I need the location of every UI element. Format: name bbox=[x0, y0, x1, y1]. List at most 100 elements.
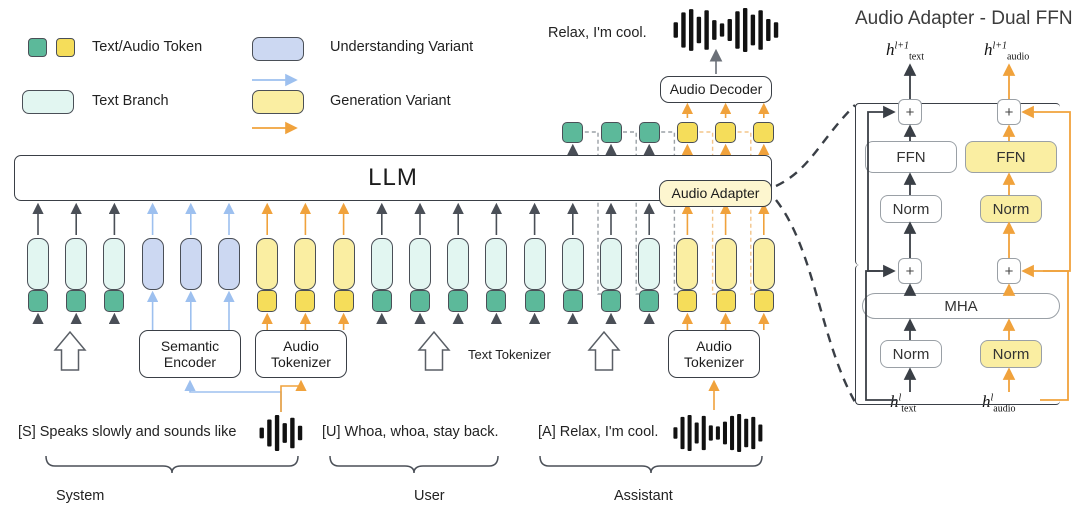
audio-adapter-box[interactable]: Audio Adapter bbox=[659, 180, 772, 207]
input-token-green bbox=[486, 290, 507, 312]
input-token-green bbox=[410, 290, 430, 312]
input-token-green bbox=[524, 290, 545, 312]
branch-pill-text bbox=[485, 238, 508, 290]
legend-swatch-green-token bbox=[28, 38, 47, 57]
llm-box[interactable]: LLM bbox=[14, 155, 772, 201]
semantic-encoder-line2: Encoder bbox=[163, 354, 217, 370]
branch-pill-text bbox=[65, 238, 88, 290]
audio-norm-box-upper[interactable]: Norm bbox=[980, 195, 1042, 223]
legend-label-text-audio-token: Text/Audio Token bbox=[92, 39, 203, 55]
legend-label-understanding-variant: Understanding Variant bbox=[330, 39, 474, 55]
text-norm-box-lower[interactable]: Norm bbox=[880, 340, 942, 368]
branch-pill-text bbox=[523, 238, 546, 290]
output-token-yellow bbox=[715, 122, 737, 143]
input-token-green bbox=[639, 290, 660, 312]
input-token-green bbox=[66, 290, 87, 312]
audio-adapter-label: Audio Adapter bbox=[671, 185, 760, 202]
audio-norm-box-lower[interactable]: Norm bbox=[980, 340, 1042, 368]
audio-tokenizer-left-line1: Audio bbox=[283, 337, 319, 354]
input-token-green bbox=[562, 290, 583, 312]
input-token-green bbox=[104, 290, 125, 312]
branch-pill-text bbox=[638, 238, 661, 290]
branch-pill-generation bbox=[752, 238, 775, 290]
audio-ffn-label: FFN bbox=[996, 148, 1026, 166]
branch-pill-text bbox=[561, 238, 584, 290]
text-ffn-label: FFN bbox=[896, 148, 926, 166]
branch-pill-generation bbox=[332, 238, 355, 290]
output-token-yellow bbox=[676, 122, 698, 143]
legend-swatch-yellow-token bbox=[56, 38, 75, 57]
h-audio-in-label: hlaudio bbox=[982, 392, 1016, 415]
audio-ffn-box[interactable]: FFN bbox=[965, 141, 1057, 173]
semantic-encoder-line1: Semantic bbox=[160, 337, 220, 354]
output-token-green bbox=[638, 122, 660, 143]
input-token-yellow bbox=[257, 290, 278, 312]
legend-swatch-generation bbox=[252, 90, 304, 114]
role-label-assistant: Assistant bbox=[614, 488, 673, 504]
text-residual-add-bottom: + bbox=[898, 258, 922, 284]
input-token-yellow bbox=[333, 290, 354, 312]
input-token-yellow bbox=[715, 290, 736, 312]
plus-symbol: + bbox=[905, 103, 915, 121]
plus-symbol: + bbox=[905, 262, 915, 280]
branch-pill-understanding bbox=[141, 238, 164, 290]
mha-block-outline bbox=[855, 265, 1060, 405]
audio-norm-lower-label: Norm bbox=[992, 345, 1030, 363]
input-token-green bbox=[28, 290, 48, 312]
branch-pill-text bbox=[409, 238, 431, 290]
audio-residual-add-bottom: + bbox=[997, 258, 1021, 284]
role-label-user: User bbox=[414, 488, 445, 504]
input-token-green bbox=[601, 290, 621, 312]
legend-label-generation-variant: Generation Variant bbox=[330, 93, 451, 109]
input-token-green bbox=[371, 290, 392, 312]
audio-tokenizer-left-line2: Tokenizer bbox=[271, 354, 331, 370]
h-text-out-label: hl+1text bbox=[886, 40, 925, 63]
audio-tokenizer-box-left[interactable]: Audio Tokenizer bbox=[255, 330, 347, 378]
system-waveform-icon bbox=[258, 415, 304, 451]
branch-pill-generation bbox=[294, 238, 317, 290]
output-caption: Relax, I'm cool. bbox=[548, 25, 647, 41]
role-label-system: System bbox=[56, 488, 105, 504]
input-token-yellow bbox=[753, 290, 774, 312]
llm-label: LLM bbox=[368, 164, 418, 192]
audio-tokenizer-right-line1: Audio bbox=[696, 337, 732, 354]
branch-pill-text bbox=[370, 238, 393, 290]
mha-label: MHA bbox=[944, 297, 978, 315]
audio-tokenizer-right-line2: Tokenizer bbox=[684, 354, 744, 370]
audio-decoder-box[interactable]: Audio Decoder bbox=[660, 76, 772, 103]
plus-symbol: + bbox=[1004, 103, 1014, 121]
text-norm-upper-label: Norm bbox=[892, 200, 930, 218]
user-turn-text: [U] Whoa, whoa, stay back. bbox=[322, 424, 499, 440]
branch-pill-understanding bbox=[218, 238, 240, 290]
h-audio-out-label: hl+1audio bbox=[984, 40, 1030, 63]
branch-pill-text bbox=[103, 238, 126, 290]
assistant-waveform-icon bbox=[672, 414, 764, 452]
ffn-block-outline bbox=[855, 103, 1060, 265]
branch-pill-generation bbox=[714, 238, 737, 290]
output-token-yellow bbox=[753, 122, 775, 143]
audio-tokenizer-box-right[interactable]: Audio Tokenizer bbox=[668, 330, 760, 378]
semantic-encoder-box[interactable]: Semantic Encoder bbox=[139, 330, 241, 378]
input-token-yellow bbox=[295, 290, 316, 312]
text-tokenizer-label: Text Tokenizer bbox=[468, 347, 551, 362]
system-turn-text: [S] Speaks slowly and sounds like bbox=[18, 424, 237, 440]
input-token-yellow bbox=[677, 290, 698, 312]
output-token-green bbox=[562, 122, 584, 143]
input-token-green bbox=[448, 290, 469, 312]
h-text-in-label: hltext bbox=[890, 392, 917, 415]
legend-label-text-branch: Text Branch bbox=[92, 93, 169, 109]
mha-box[interactable]: MHA bbox=[862, 293, 1060, 319]
branch-pill-generation bbox=[256, 238, 279, 290]
output-waveform-icon bbox=[672, 8, 780, 52]
branch-pill-understanding bbox=[179, 238, 202, 290]
plus-symbol: + bbox=[1004, 262, 1014, 280]
legend-swatch-text-branch bbox=[22, 90, 74, 114]
audio-norm-upper-label: Norm bbox=[992, 200, 1030, 218]
detail-panel-title: Audio Adapter - Dual FFN bbox=[855, 8, 1073, 29]
branch-pill-text bbox=[27, 238, 49, 290]
assistant-turn-text: [A] Relax, I'm cool. bbox=[538, 424, 659, 440]
output-token-green bbox=[600, 122, 622, 143]
branch-pill-generation bbox=[676, 238, 699, 290]
